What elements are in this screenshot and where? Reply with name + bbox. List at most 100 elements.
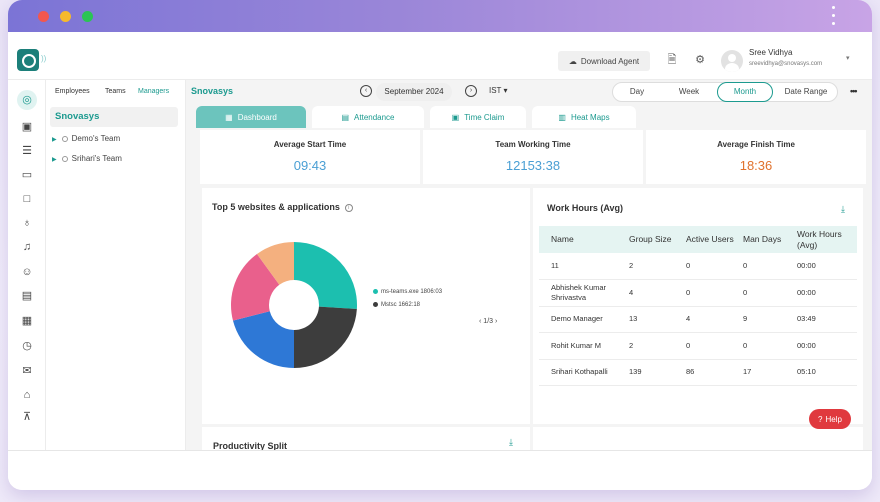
radio-icon[interactable]	[61, 155, 68, 162]
tab-heat-maps[interactable]: ▥ Heat Maps	[532, 106, 636, 128]
table-cell: 2	[623, 332, 680, 360]
apps-donut-chart	[231, 242, 357, 368]
chevron-right-icon[interactable]: ›	[494, 318, 498, 325]
table-cell: Abhishek Kumar Shrivastva	[539, 279, 623, 307]
download-agent-button[interactable]: ☁ Download Agent	[558, 51, 650, 71]
top-apps-card: Top 5 websites & applications i ms-teams.…	[202, 188, 530, 424]
legend-pager: ‹ 1/3 ›	[479, 318, 498, 325]
table-cell: Srihari Kothapalli	[539, 359, 623, 386]
close-window-button[interactable]	[38, 11, 49, 22]
screenshots-icon[interactable]: ☰	[22, 145, 32, 157]
table-cell: 0	[680, 253, 737, 280]
user-email: sreevidhya@snovasys.com	[749, 61, 823, 67]
tab-teams[interactable]: Teams	[105, 88, 126, 95]
question-icon: ?	[818, 414, 823, 424]
table-cell: 11	[539, 253, 623, 280]
donut-slice[interactable]	[294, 306, 357, 368]
mail-icon[interactable]: ✉	[22, 365, 32, 377]
alarm-icon[interactable]: ♫	[22, 241, 32, 253]
donut-slice[interactable]	[294, 242, 357, 309]
maximize-window-button[interactable]	[82, 11, 93, 22]
reports-icon[interactable]: ▣	[21, 121, 33, 133]
prev-month-button[interactable]: ‹	[360, 85, 372, 97]
column-header[interactable]: Work Hours (Avg)	[791, 226, 857, 253]
timezone-selector[interactable]: IST ▾	[489, 86, 508, 95]
tab-time-claim[interactable]: ▣ Time Claim	[430, 106, 526, 128]
minimize-window-button[interactable]	[60, 11, 71, 22]
dashboard-icon[interactable]: ◎	[17, 90, 37, 110]
calendar-icon[interactable]: ▦	[21, 315, 33, 327]
document-icon[interactable]: 🗎	[667, 54, 677, 66]
team-item[interactable]: ▶ Srihari's Team	[52, 154, 122, 163]
month-selector[interactable]: September 2024	[376, 83, 452, 101]
column-header[interactable]: Group Size	[623, 226, 680, 253]
column-header[interactable]: Man Days	[737, 226, 791, 253]
team-panel: Employees Teams Managers Snovasys ▶ Demo'…	[46, 80, 186, 450]
table-cell: 0	[737, 332, 791, 360]
settings-gear-icon[interactable]: ⚙	[695, 54, 705, 66]
tab-attendance[interactable]: ▤ Attendance	[312, 106, 424, 128]
table-cell: 2	[623, 253, 680, 280]
chevron-down-icon[interactable]: ▾	[846, 55, 850, 62]
briefcase-icon[interactable]: ▤	[21, 290, 33, 302]
window-menu-icon[interactable]	[832, 6, 836, 28]
tab-employees[interactable]: Employees	[55, 88, 90, 95]
donut-slice[interactable]	[232, 311, 294, 368]
team-item[interactable]: ▶ Demo's Team	[52, 134, 121, 143]
user-icon[interactable]: ☺	[21, 266, 33, 278]
card-title: Productivity Split	[213, 441, 288, 450]
caret-right-icon[interactable]: ▶	[52, 137, 57, 143]
table-cell: 9	[737, 306, 791, 333]
column-header[interactable]: Active Users	[680, 226, 737, 253]
download-icon[interactable]: ⤓	[509, 437, 513, 447]
tab-dashboard[interactable]: ▦ Dashboard	[196, 106, 306, 128]
more-options-icon[interactable]: •••	[850, 86, 858, 96]
tv-icon[interactable]: □	[23, 193, 31, 205]
radio-icon[interactable]	[61, 135, 68, 142]
range-day[interactable]: Day	[629, 87, 645, 96]
table-cell: 0	[680, 332, 737, 360]
empty-card	[533, 427, 863, 450]
stat-value: 12153:38	[505, 158, 561, 173]
title-bar	[8, 0, 872, 32]
table-cell: 0	[737, 279, 791, 307]
table-cell: 4	[623, 279, 680, 307]
table-cell: 4	[680, 306, 737, 333]
range-date-range[interactable]: Date Range	[784, 87, 828, 96]
next-month-button[interactable]: ›	[465, 85, 477, 97]
caret-right-icon[interactable]: ▶	[52, 157, 57, 163]
column-header[interactable]: Name	[539, 226, 623, 253]
range-week[interactable]: Week	[678, 87, 700, 96]
integration-icon[interactable]: ⊼	[22, 411, 32, 423]
idea-icon[interactable]: ♁	[22, 217, 32, 229]
team-root[interactable]: Snovasys	[50, 107, 178, 127]
app-logo[interactable]	[17, 49, 39, 71]
range-month[interactable]: Month	[717, 82, 773, 102]
tab-managers[interactable]: Managers	[138, 88, 170, 95]
chevron-left-icon[interactable]: ‹	[479, 318, 482, 325]
clock-icon[interactable]: ◷	[22, 340, 32, 352]
info-icon[interactable]: i	[344, 203, 353, 212]
app-window: )) ☁ Download Agent 🗎 ⚙ Sree Vidhya sree…	[8, 0, 872, 490]
user-name: Sree Vidhya	[749, 48, 793, 57]
signal-icon: ))	[41, 54, 47, 63]
stat-title: Average Start Time	[273, 140, 347, 149]
table-cell: 03:49	[791, 306, 857, 333]
stat-title: Average Finish Time	[717, 140, 795, 149]
download-icon[interactable]: ⤓	[841, 204, 845, 214]
heatmap-icon: ▥	[558, 112, 566, 122]
table-cell: 0	[680, 279, 737, 307]
table-row: Rohit Kumar M 2 0 0 00:00	[539, 332, 857, 360]
donut-slice[interactable]	[256, 242, 294, 285]
monitor-icon[interactable]: ▭	[21, 169, 33, 181]
card-title: Top 5 websites & applications i	[212, 202, 353, 212]
donut-slice[interactable]	[231, 254, 280, 321]
bottom-strip	[8, 450, 872, 490]
work-hours-table: Name Group Size Active Users Man Days Wo…	[539, 226, 857, 386]
help-button[interactable]: ? Help	[809, 409, 851, 429]
productivity-card: Productivity Split ⤓	[202, 427, 530, 450]
stat-card-team-working: Team Working Time 12153:38	[423, 130, 643, 184]
user-avatar[interactable]	[721, 50, 743, 72]
graduation-icon[interactable]: ⌂	[23, 389, 31, 401]
stat-value: 18:36	[739, 158, 773, 173]
